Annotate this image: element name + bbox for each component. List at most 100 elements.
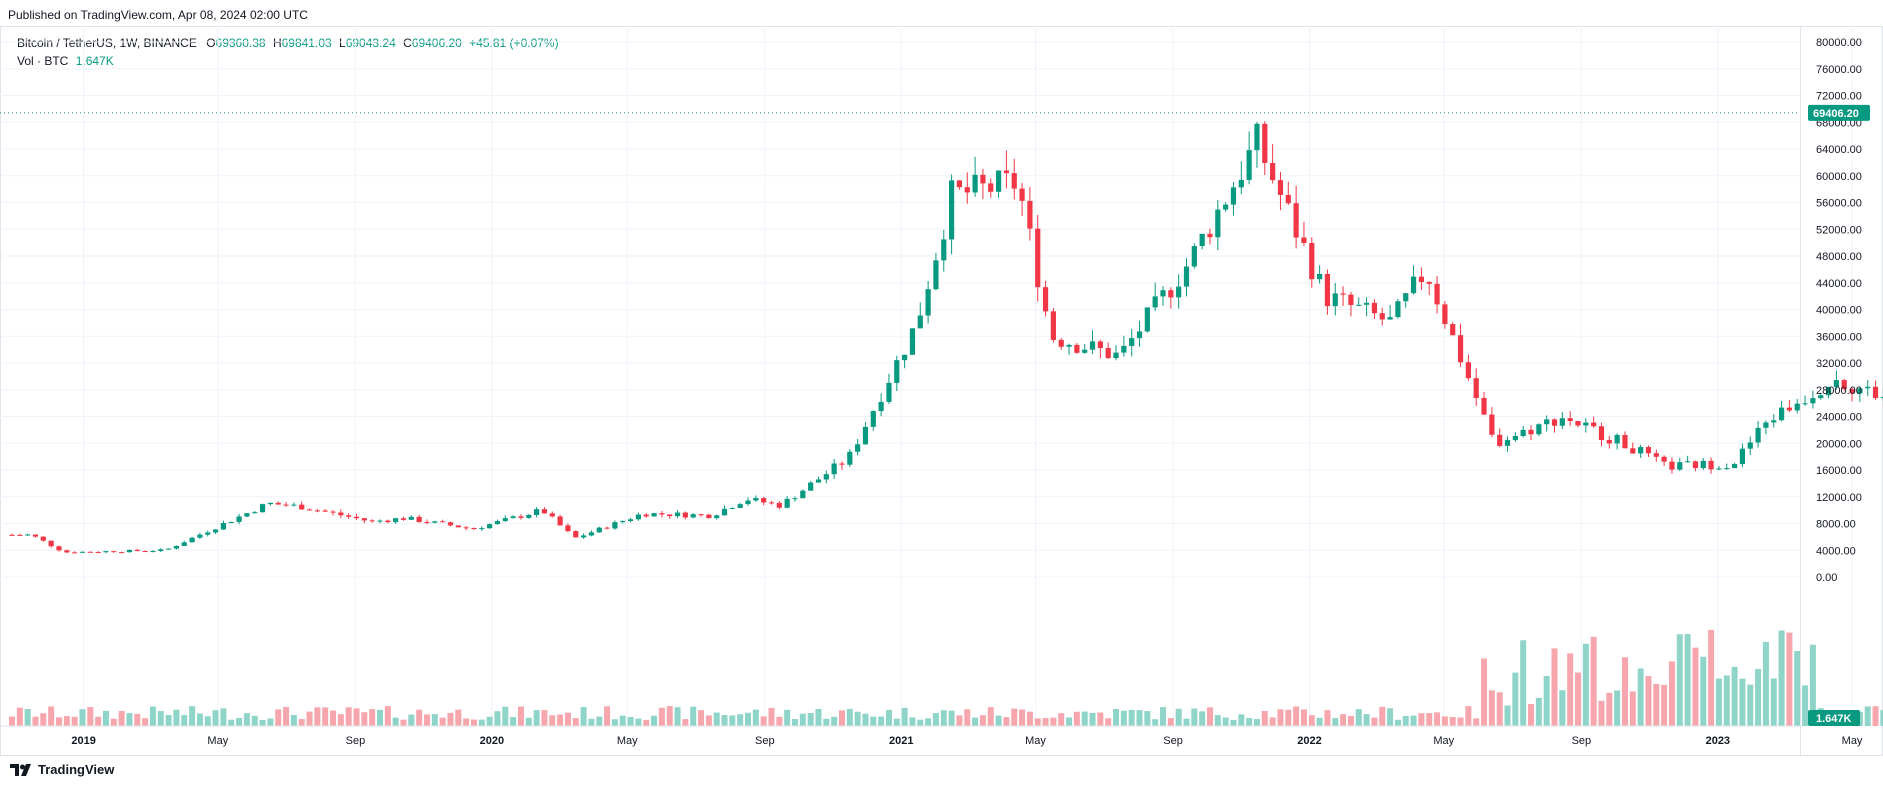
volume-bar [431, 714, 438, 726]
candle-body [1450, 324, 1456, 336]
candle-body [1042, 287, 1049, 312]
candle-body [1129, 338, 1135, 346]
chart-area[interactable]: 80000.00 76000.00 72000.00 68000.00 64000.00… [0, 26, 1883, 756]
volume-bar [181, 714, 188, 726]
candle-body [1348, 294, 1354, 305]
candle-body [72, 552, 78, 554]
candle-body [479, 528, 485, 530]
tradingview-logo-text: TradingView [38, 762, 115, 777]
volume-bar [134, 713, 141, 726]
volume-bar [1238, 714, 1245, 726]
tradingview-logo[interactable]: TradingView [10, 762, 114, 777]
candle-body [1457, 335, 1464, 363]
candle-body [1786, 407, 1793, 411]
volume-bar [533, 710, 540, 726]
candle-body [698, 514, 704, 516]
candle-body [815, 479, 822, 483]
volume-bar [909, 717, 916, 726]
volume-bar [627, 716, 634, 726]
volume-bar [369, 709, 376, 726]
volume-bar [502, 706, 509, 726]
price-tick-label: 28000.00 [1816, 385, 1862, 397]
price-tick-label: 60000.00 [1816, 171, 1862, 183]
candle-body [228, 521, 234, 524]
volume-bar [228, 719, 235, 726]
candle-body [1356, 304, 1362, 306]
volume-bar [79, 709, 86, 726]
price-tick-label: 0.00 [1816, 572, 1837, 584]
volume-bar [1050, 717, 1057, 726]
legend-volume-label[interactable]: Vol · BTC [17, 54, 69, 68]
time-tick-label: Sep [1163, 735, 1183, 747]
candle-body [1332, 293, 1338, 307]
volume-bar [823, 718, 830, 726]
volume-bar [1128, 709, 1135, 726]
candle-body [1825, 386, 1832, 396]
candle-body [1113, 352, 1119, 359]
volume-bar [651, 715, 658, 726]
volume-bar [1637, 668, 1644, 726]
volume-bar [1708, 629, 1715, 726]
candle-body [1121, 345, 1127, 353]
volume-bar [447, 712, 454, 726]
tradingview-logo-icon [10, 763, 31, 776]
candle-body [1841, 380, 1847, 390]
candle-body [549, 513, 555, 517]
volume-bar [1520, 640, 1527, 726]
candle-body [1857, 388, 1863, 394]
candle-body [1215, 209, 1221, 238]
legend-high: 69841.03 [281, 36, 332, 50]
volume-bar [705, 715, 712, 726]
candle-body [1277, 180, 1284, 195]
volume-bar [792, 719, 798, 726]
volume-bar [1355, 709, 1362, 726]
candle-body [925, 289, 931, 316]
volume-bar [1606, 692, 1613, 726]
volume-bar [752, 709, 759, 726]
volume-bar [126, 713, 133, 726]
candle-body [1105, 348, 1111, 359]
volume-bar [1144, 711, 1151, 726]
volume-bar [1034, 718, 1041, 726]
candle-body [1591, 422, 1597, 427]
candle-body [1426, 281, 1432, 284]
candle-body [1262, 123, 1268, 164]
volume-bar [1332, 718, 1339, 726]
candle-body [1317, 273, 1323, 280]
candle-body [440, 521, 446, 523]
volume-bar [1347, 715, 1354, 726]
volume-bar [1473, 718, 1480, 726]
candle-body [659, 513, 665, 515]
volume-bar [1175, 708, 1182, 726]
candle-body [338, 512, 344, 516]
legend-symbol[interactable]: Bitcoin / TetherUS, 1W, BINANCE [17, 36, 197, 50]
volume-bar [1543, 675, 1550, 726]
candle-body [1692, 461, 1699, 469]
candle-body [1011, 173, 1017, 189]
legend-high-label: H [272, 36, 282, 50]
candle-body [166, 548, 172, 550]
candle-body [1685, 461, 1691, 463]
candle-body [557, 516, 563, 526]
volume-bar [1183, 718, 1190, 726]
candle-body [1653, 453, 1659, 457]
volume-bar [1457, 717, 1464, 726]
volume-bar [118, 710, 125, 726]
volume-bar [611, 719, 618, 726]
volume-bar [1293, 706, 1300, 726]
candle-body [956, 180, 963, 188]
candle-body [1176, 286, 1182, 298]
candle-body [737, 504, 743, 508]
volume-bar [1113, 708, 1120, 726]
candle-body [1747, 442, 1753, 449]
candle-body [400, 518, 407, 520]
volume-bar [979, 715, 986, 726]
candle-body [64, 550, 70, 553]
volume-bar [1645, 676, 1652, 726]
candle-body [682, 512, 688, 518]
candlestick-chart[interactable]: 80000.0076000.0072000.0068000.0064000.00… [0, 26, 1883, 756]
candle-body [745, 500, 751, 505]
volume-bar [1222, 717, 1229, 726]
candle-body [1583, 422, 1589, 426]
price-tick-label: 48000.00 [1816, 251, 1862, 263]
